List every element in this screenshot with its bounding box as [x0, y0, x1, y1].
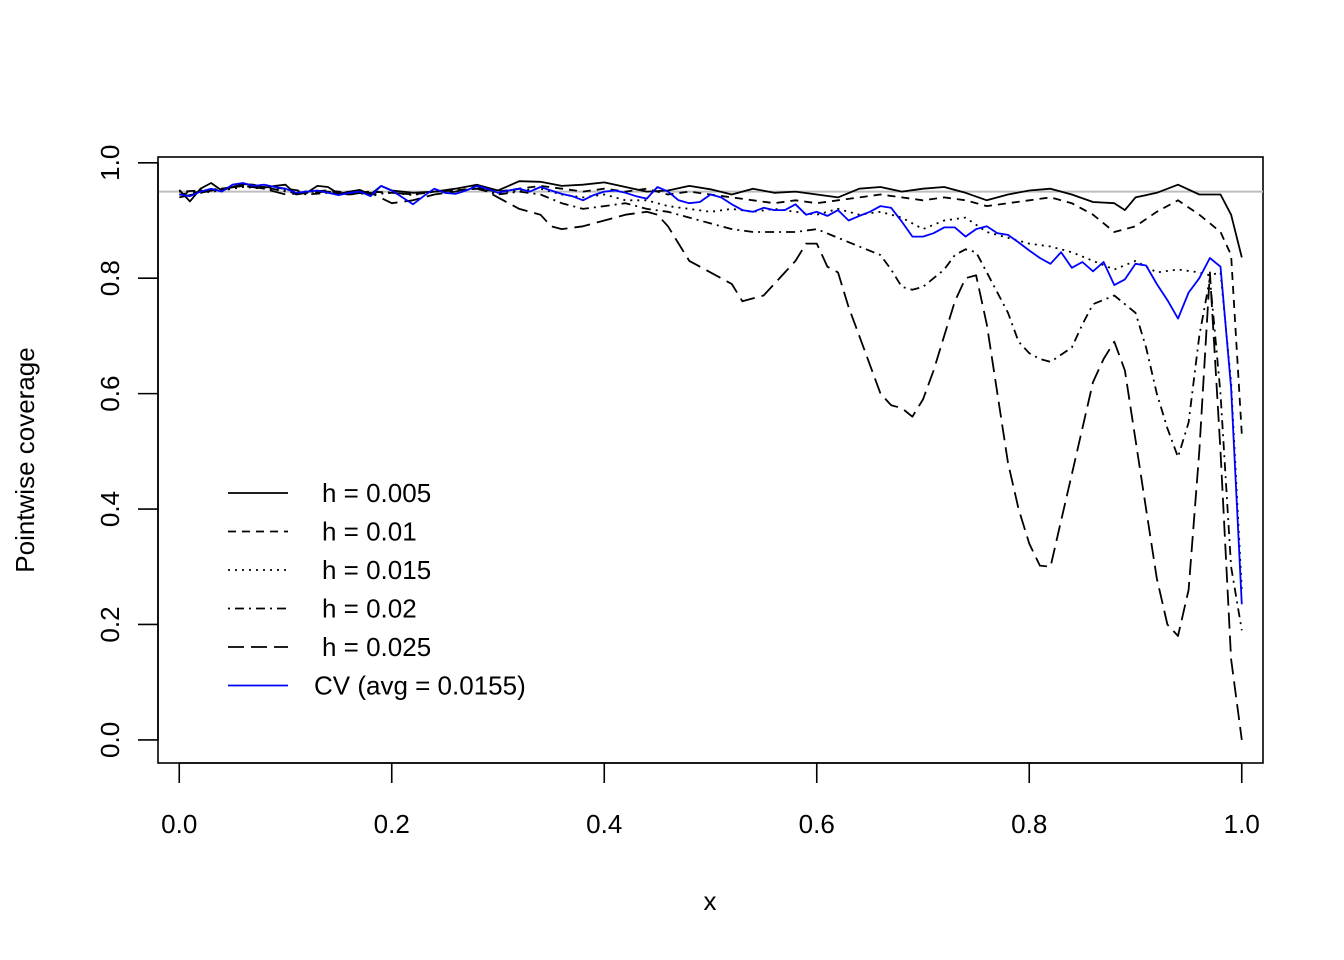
x-tick-label: 0.2: [374, 809, 410, 839]
y-tick-label: 0.0: [95, 722, 125, 758]
y-tick-label: 0.4: [95, 491, 125, 527]
legend-label: h = 0.015: [322, 555, 431, 585]
x-axis: 0.0 0.2 0.4 0.6 0.8 1.0: [161, 762, 1260, 839]
legend: h = 0.005 h = 0.01 h = 0.015 h = 0.02 h = 0.…: [228, 478, 526, 701]
series-line-2: [179, 185, 1243, 435]
y-tick-label: 0.6: [95, 376, 125, 412]
x-tick-label: 1.0: [1224, 809, 1260, 839]
x-tick-label: 0.6: [799, 809, 835, 839]
legend-label: h = 0.025: [322, 632, 431, 662]
series-line-4: [179, 185, 1243, 631]
series-line-5: [179, 185, 1243, 741]
x-tick-label: 0.4: [586, 809, 622, 839]
x-tick-label: 0.0: [161, 809, 197, 839]
legend-label: h = 0.005: [322, 478, 431, 508]
y-tick-label: 0.8: [95, 260, 125, 296]
series-line-6: [179, 182, 1243, 605]
series-layer: [178, 180, 1243, 741]
y-axis-label: Pointwise coverage: [10, 347, 40, 572]
x-tick-label: 0.8: [1011, 809, 1047, 839]
series-line-1: [178, 180, 1243, 258]
y-tick-label: 0.2: [95, 606, 125, 642]
y-tick-label: 1.0: [95, 145, 125, 181]
x-axis-label: x: [704, 886, 717, 916]
legend-label: h = 0.01: [322, 517, 417, 547]
legend-label: h = 0.02: [322, 594, 417, 624]
legend-label: CV (avg = 0.0155): [314, 671, 526, 701]
y-axis: 0.0 0.2 0.4 0.6 0.8 1.0: [95, 145, 159, 758]
